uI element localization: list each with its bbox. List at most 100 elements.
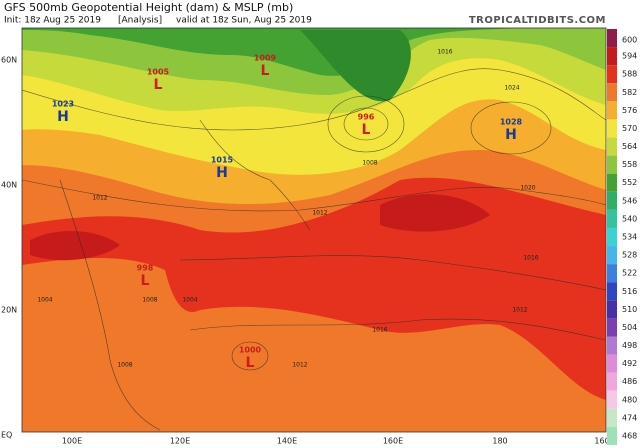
- center-letter: L: [246, 355, 255, 371]
- center-value: 996: [358, 113, 375, 122]
- center-letter: L: [362, 122, 371, 138]
- longitude-label: 160E: [383, 437, 403, 446]
- contour-label: 1016: [437, 49, 452, 56]
- longitude-label: 160W: [594, 437, 617, 446]
- colorbar-swatch: [607, 426, 617, 445]
- colorbar-swatch: [607, 390, 617, 409]
- dark-green-trough: [300, 30, 411, 102]
- contour-label: 1012: [292, 362, 307, 369]
- center-letter: H: [505, 127, 517, 143]
- isobar: [470, 101, 552, 155]
- center-value: 998: [137, 264, 154, 273]
- colorbar-label: 546: [622, 196, 637, 205]
- center-value: 1028: [500, 118, 523, 127]
- contour-label: 1016: [523, 255, 538, 262]
- colorbar-swatch: [607, 29, 617, 48]
- isobar: [327, 95, 405, 153]
- longitude-label: 180: [492, 437, 507, 446]
- colorbar-swatch: [607, 101, 617, 120]
- contour-label: 1008: [142, 297, 157, 304]
- contour-label: 1016: [372, 327, 387, 334]
- colorbar-swatch: [607, 336, 617, 355]
- center-letter: H: [57, 109, 69, 125]
- longitude-label: 120E: [170, 437, 190, 446]
- colorbar-swatch: [607, 354, 617, 373]
- colorbar-label: 552: [622, 178, 637, 187]
- colorbar-swatch: [607, 191, 617, 210]
- center-value: 1009: [254, 54, 277, 63]
- colorbar-label: 594: [622, 52, 637, 61]
- colorbar-label: 510: [622, 305, 637, 314]
- colorbar-swatch: [607, 47, 617, 66]
- colorbar-label: 522: [622, 269, 637, 278]
- coastline: [199, 119, 311, 231]
- colorbar-swatch: [607, 155, 617, 174]
- colorbar-label: 558: [622, 160, 637, 169]
- isobar: [343, 107, 389, 141]
- colorbar-swatch: [607, 119, 617, 138]
- longitude-label: 100E: [62, 437, 82, 446]
- dark-red-core: [380, 194, 490, 232]
- colorbar-label: 492: [622, 359, 637, 368]
- colorbar-swatch: [607, 173, 617, 192]
- latitude-label: 40N: [1, 181, 17, 190]
- center-value: 1005: [147, 68, 170, 77]
- run-type: [Analysis]: [118, 16, 162, 26]
- contour-label: 1008: [117, 362, 132, 369]
- init-time: Init: 18z Aug 25 2019: [4, 16, 101, 26]
- red-ridge: [22, 177, 606, 400]
- latitude-label: EQ: [1, 431, 12, 440]
- colorbar-swatch: [607, 264, 617, 283]
- map-frame: [21, 27, 607, 433]
- contour-label: 1004: [37, 297, 52, 304]
- valid-time: valid at 18z Sun, Aug 25 2019: [176, 16, 312, 26]
- isobar: [179, 255, 606, 291]
- colorbar-label: 468: [622, 431, 637, 440]
- colorbar-swatch: [607, 300, 617, 319]
- contour-label: 1012: [512, 307, 527, 314]
- center-letter: H: [216, 165, 228, 181]
- colorbar-label: 516: [622, 287, 637, 296]
- center-letter: L: [261, 63, 270, 79]
- colorbar-label: 534: [622, 233, 637, 242]
- colorbar-label: 600: [622, 36, 637, 45]
- colorbar-label: 504: [622, 323, 637, 332]
- colorbar-swatch: [607, 318, 617, 337]
- coastline: [59, 179, 161, 431]
- isobar: [189, 318, 606, 341]
- center-value: 1015: [211, 156, 234, 165]
- contour-label: 1024: [504, 85, 519, 92]
- colorbar-swatch: [607, 209, 617, 228]
- contour-label: 1012: [312, 210, 327, 217]
- contour-label: 1004: [182, 297, 197, 304]
- colorbar-swatch: [607, 282, 617, 301]
- colorbar-label: 564: [622, 142, 637, 151]
- latitude-label: 20N: [1, 306, 17, 315]
- site-name: TROPICALTIDBITS.COM: [469, 15, 606, 26]
- colorbar-label: 474: [622, 413, 637, 422]
- contour-label: 1008: [362, 160, 377, 167]
- colorbar-label: 480: [622, 395, 637, 404]
- colorbar-swatch: [607, 246, 617, 265]
- colorbar-swatch: [607, 227, 617, 247]
- isobar: [22, 68, 606, 131]
- colorbar-swatch: [607, 83, 617, 102]
- colorbar-label: 582: [622, 88, 637, 97]
- colorbar-label: 498: [622, 341, 637, 350]
- center-value: 1000: [239, 346, 262, 355]
- latitude-label: 60N: [1, 56, 17, 65]
- colorbar-label: 486: [622, 377, 637, 386]
- dark-red-core: [30, 230, 120, 261]
- map-area: [22, 28, 606, 432]
- isobar: [231, 341, 269, 371]
- colorbar-label: 540: [622, 214, 637, 223]
- colorbar-label: 570: [622, 124, 637, 133]
- contour-label: 1012: [92, 195, 107, 202]
- colorbar-swatch: [607, 65, 617, 84]
- center-letter: L: [141, 273, 150, 289]
- longitude-label: 140E: [277, 437, 297, 446]
- center-letter: L: [154, 77, 163, 93]
- title: GFS 500mb Geopotential Height (dam) & MS…: [4, 1, 293, 14]
